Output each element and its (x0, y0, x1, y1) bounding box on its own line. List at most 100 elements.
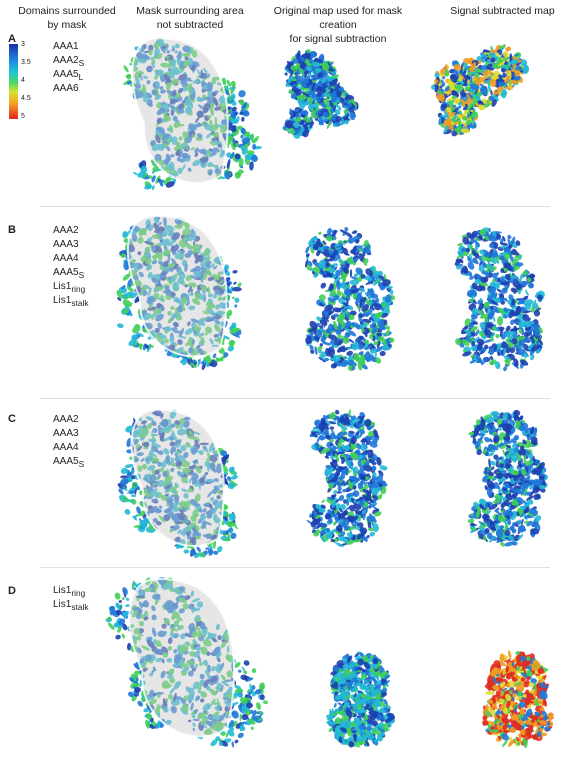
density-blob (364, 484, 369, 490)
density-blob (132, 324, 141, 334)
density-blob (462, 74, 468, 85)
density-blob (153, 42, 160, 49)
density-blob (513, 409, 521, 417)
density-blob (462, 116, 468, 121)
density-blob (211, 344, 219, 347)
density-blob (173, 330, 183, 334)
density-blob (201, 520, 207, 529)
density-blob (523, 454, 527, 465)
density-blob (457, 243, 464, 247)
density-blob (506, 518, 512, 526)
density-blob (300, 80, 308, 88)
density-blob (514, 69, 521, 77)
density-blob (226, 670, 233, 678)
density-blob (336, 289, 342, 297)
density-blob (464, 86, 471, 92)
density-blob (206, 511, 213, 518)
density-blob (314, 101, 321, 106)
density-blob (224, 700, 230, 706)
density-blob (151, 143, 161, 152)
density-blob (352, 245, 357, 252)
density-blob (501, 341, 508, 349)
density-blob (320, 417, 327, 423)
density-blob (204, 316, 212, 322)
density-blob (453, 97, 461, 104)
density-blob (191, 711, 195, 716)
density-blob (167, 637, 173, 644)
density-blob (200, 261, 207, 268)
density-blob (135, 332, 144, 337)
density-blob (518, 448, 526, 456)
density-blob (151, 433, 155, 441)
density-blob (162, 266, 169, 272)
density-blob (363, 456, 367, 460)
density-blob (223, 679, 233, 683)
density-blob (483, 301, 490, 309)
domain-label: AAA4 (53, 442, 79, 453)
density-blob (210, 124, 219, 132)
density-blob (470, 109, 474, 113)
density-blob (352, 257, 358, 264)
density-blob (492, 272, 498, 279)
density-blob (346, 96, 352, 101)
density-blob (467, 261, 475, 270)
density-blob (489, 521, 498, 525)
density-blob (536, 493, 541, 499)
density-blob (500, 501, 507, 508)
density-blob (154, 81, 160, 87)
density-blob (200, 337, 205, 345)
density-blob (165, 178, 174, 181)
density-blob (480, 440, 483, 443)
density-blob (504, 75, 511, 83)
density-blob (527, 479, 537, 484)
density-blob (138, 271, 144, 278)
density-blob (191, 298, 201, 305)
density-blob (177, 460, 183, 466)
density-blob (178, 597, 187, 604)
density-blob (170, 457, 175, 462)
density-blob (493, 281, 501, 287)
density-blob (197, 518, 203, 524)
density-blob (309, 344, 314, 351)
density-blob (338, 422, 342, 426)
density-blob (309, 320, 318, 330)
density-blob (514, 362, 519, 367)
density-blob (467, 338, 472, 343)
density-blob (486, 468, 491, 473)
density-blob (208, 503, 213, 509)
density-blob (240, 127, 246, 135)
density-blob (352, 485, 357, 490)
density-blob (262, 700, 268, 705)
density-blob (189, 549, 197, 556)
density-blob (504, 273, 511, 281)
density-blob (202, 639, 212, 647)
density-blob (333, 345, 339, 348)
density-blob (133, 438, 139, 445)
density-blob (366, 535, 370, 539)
density-blob (227, 521, 234, 526)
density-blob (532, 323, 540, 331)
density-blob (342, 488, 347, 493)
density-blob (369, 531, 376, 537)
density-blob (528, 282, 534, 289)
density-blob (191, 447, 197, 455)
density-blob (342, 416, 350, 426)
density-blob (475, 102, 479, 107)
density-blob (220, 674, 227, 682)
density-blob (122, 308, 129, 315)
density-blob (381, 302, 387, 308)
density-blob (209, 338, 214, 345)
density-blob (487, 262, 494, 270)
density-blob (126, 642, 132, 651)
density-blob (150, 437, 157, 444)
density-blob (168, 587, 174, 593)
density-blob (353, 503, 362, 510)
density-blob (108, 605, 115, 612)
density-blob (126, 295, 131, 299)
density-blob (516, 319, 521, 324)
density-blob (367, 450, 374, 459)
density-blob (501, 67, 506, 73)
density-blob (141, 309, 147, 316)
density-blob (228, 340, 235, 347)
density-blob (169, 632, 175, 638)
